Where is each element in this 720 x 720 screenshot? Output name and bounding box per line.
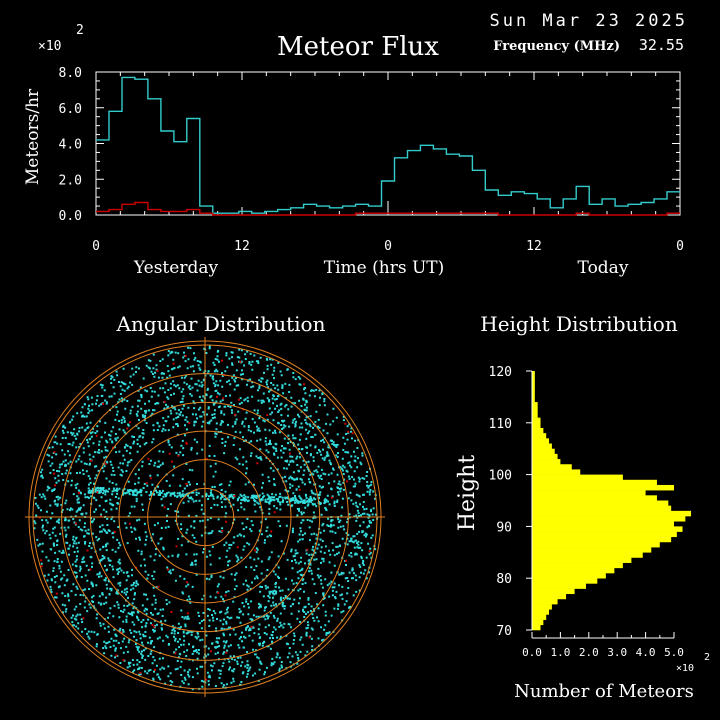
height-bar xyxy=(532,376,535,382)
height-bar xyxy=(532,552,643,558)
flux-series-line-2 xyxy=(96,201,680,216)
height-ylabel: Height xyxy=(455,455,480,531)
height-title: Height Distribution xyxy=(480,312,678,336)
height-bar xyxy=(532,391,535,398)
height-xtick-label: 5.0 xyxy=(664,646,684,659)
flux-xtick-label: 0 xyxy=(676,239,684,254)
height-bar xyxy=(532,619,544,626)
height-bar xyxy=(532,505,672,512)
flux-exponent-power: 2 xyxy=(76,23,84,38)
height-plot: 70 80 90 100 110 120 0.0 1.0 2.0 3.0 4.0 5.0 xyxy=(489,365,692,659)
height-bar xyxy=(532,490,646,496)
flux-xlabel: Time (hrs UT) xyxy=(324,258,445,278)
height-bar xyxy=(532,433,547,439)
height-bar xyxy=(532,371,535,377)
height-ytick-label: 80 xyxy=(496,572,512,587)
height-bar xyxy=(532,588,575,595)
height-bar xyxy=(532,583,586,589)
height-ytick-label: 70 xyxy=(496,624,512,639)
height-bar xyxy=(532,459,561,465)
height-bar xyxy=(532,464,572,470)
flux-xtick-label: 12 xyxy=(526,239,542,254)
height-xtick-label: 3.0 xyxy=(607,646,627,659)
flux-ytick-label: 0.0 xyxy=(59,209,82,224)
height-xtick-label: 4.0 xyxy=(636,646,656,659)
height-bar xyxy=(532,516,686,522)
flux-ytick-label: 8.0 xyxy=(59,66,82,81)
height-bar xyxy=(532,573,606,579)
height-bar xyxy=(532,531,677,538)
day-label-yesterday: Yesterday xyxy=(133,258,219,278)
height-exponent-power: 2 xyxy=(704,652,710,663)
height-bar xyxy=(532,484,674,491)
height-bar xyxy=(532,396,535,403)
angular-echo-points xyxy=(33,345,379,691)
height-bar xyxy=(532,386,535,393)
height-bar xyxy=(532,557,632,563)
height-bar xyxy=(532,412,538,418)
height-bar xyxy=(532,614,547,620)
height-bar xyxy=(532,604,552,610)
flux-ytick-label: 6.0 xyxy=(59,102,82,117)
height-bar xyxy=(532,438,550,444)
frequency-value: 32.55 xyxy=(639,36,684,54)
height-bar xyxy=(532,598,558,605)
height-xtick-label: 1.0 xyxy=(550,646,570,659)
date-label: Sun Mar 23 2025 xyxy=(489,11,688,31)
flux-series-line-1 xyxy=(96,76,680,214)
height-bar xyxy=(532,422,541,429)
height-ytick-label: 90 xyxy=(496,520,512,535)
flux-series xyxy=(96,76,680,216)
flux-xtick-label: 0 xyxy=(92,239,100,254)
height-bar xyxy=(532,500,669,506)
height-bar xyxy=(532,562,623,569)
angular-title: Angular Distribution xyxy=(116,312,326,336)
flux-title: Meteor Flux xyxy=(277,32,439,62)
height-bar xyxy=(532,578,598,584)
height-bar xyxy=(532,624,541,631)
height-bar xyxy=(532,541,660,548)
height-exponent-base: ×10 xyxy=(676,663,694,674)
height-xtick-label: 2.0 xyxy=(579,646,599,659)
height-bar xyxy=(532,427,544,434)
height-bar xyxy=(532,407,538,413)
flux-ytick-label: 4.0 xyxy=(59,138,82,153)
height-ytick-label: 100 xyxy=(489,469,512,484)
height-ytick-label: 110 xyxy=(489,417,512,432)
height-bar xyxy=(532,536,672,543)
height-bar xyxy=(532,381,535,387)
height-bar xyxy=(532,609,550,615)
flux-axes: 0.0 2.0 4.0 6.0 8.0 0 12 0 12 0 xyxy=(59,66,684,254)
height-bar xyxy=(532,547,652,553)
height-bar xyxy=(532,567,615,574)
height-bar xyxy=(532,495,657,501)
flux-ylabel: Meteors/hr xyxy=(23,88,43,185)
height-bar xyxy=(532,593,567,600)
flux-xtick-label: 12 xyxy=(234,239,250,254)
height-ytick-label: 120 xyxy=(489,365,512,380)
frequency-label: Frequency (MHz) xyxy=(493,39,620,54)
height-bar xyxy=(532,474,623,481)
height-bar xyxy=(532,469,581,475)
height-bar xyxy=(532,448,555,455)
flux-ytick-label: 2.0 xyxy=(59,173,82,188)
angular-plot xyxy=(25,337,385,697)
height-xtick-label: 0.0 xyxy=(522,646,542,659)
day-label-today: Today xyxy=(578,258,629,278)
height-xlabel: Number of Meteors xyxy=(514,681,694,702)
flux-plot-frame xyxy=(95,71,681,216)
height-bar xyxy=(532,402,538,408)
height-bar xyxy=(532,526,683,532)
flux-xtick-label: 0 xyxy=(384,239,392,254)
height-bar xyxy=(532,521,674,527)
flux-exponent-base: ×10 xyxy=(38,39,61,54)
height-bar xyxy=(532,479,657,486)
height-bar xyxy=(532,453,558,460)
height-bar xyxy=(532,417,541,424)
height-bar xyxy=(532,510,692,517)
height-bar xyxy=(532,443,552,449)
